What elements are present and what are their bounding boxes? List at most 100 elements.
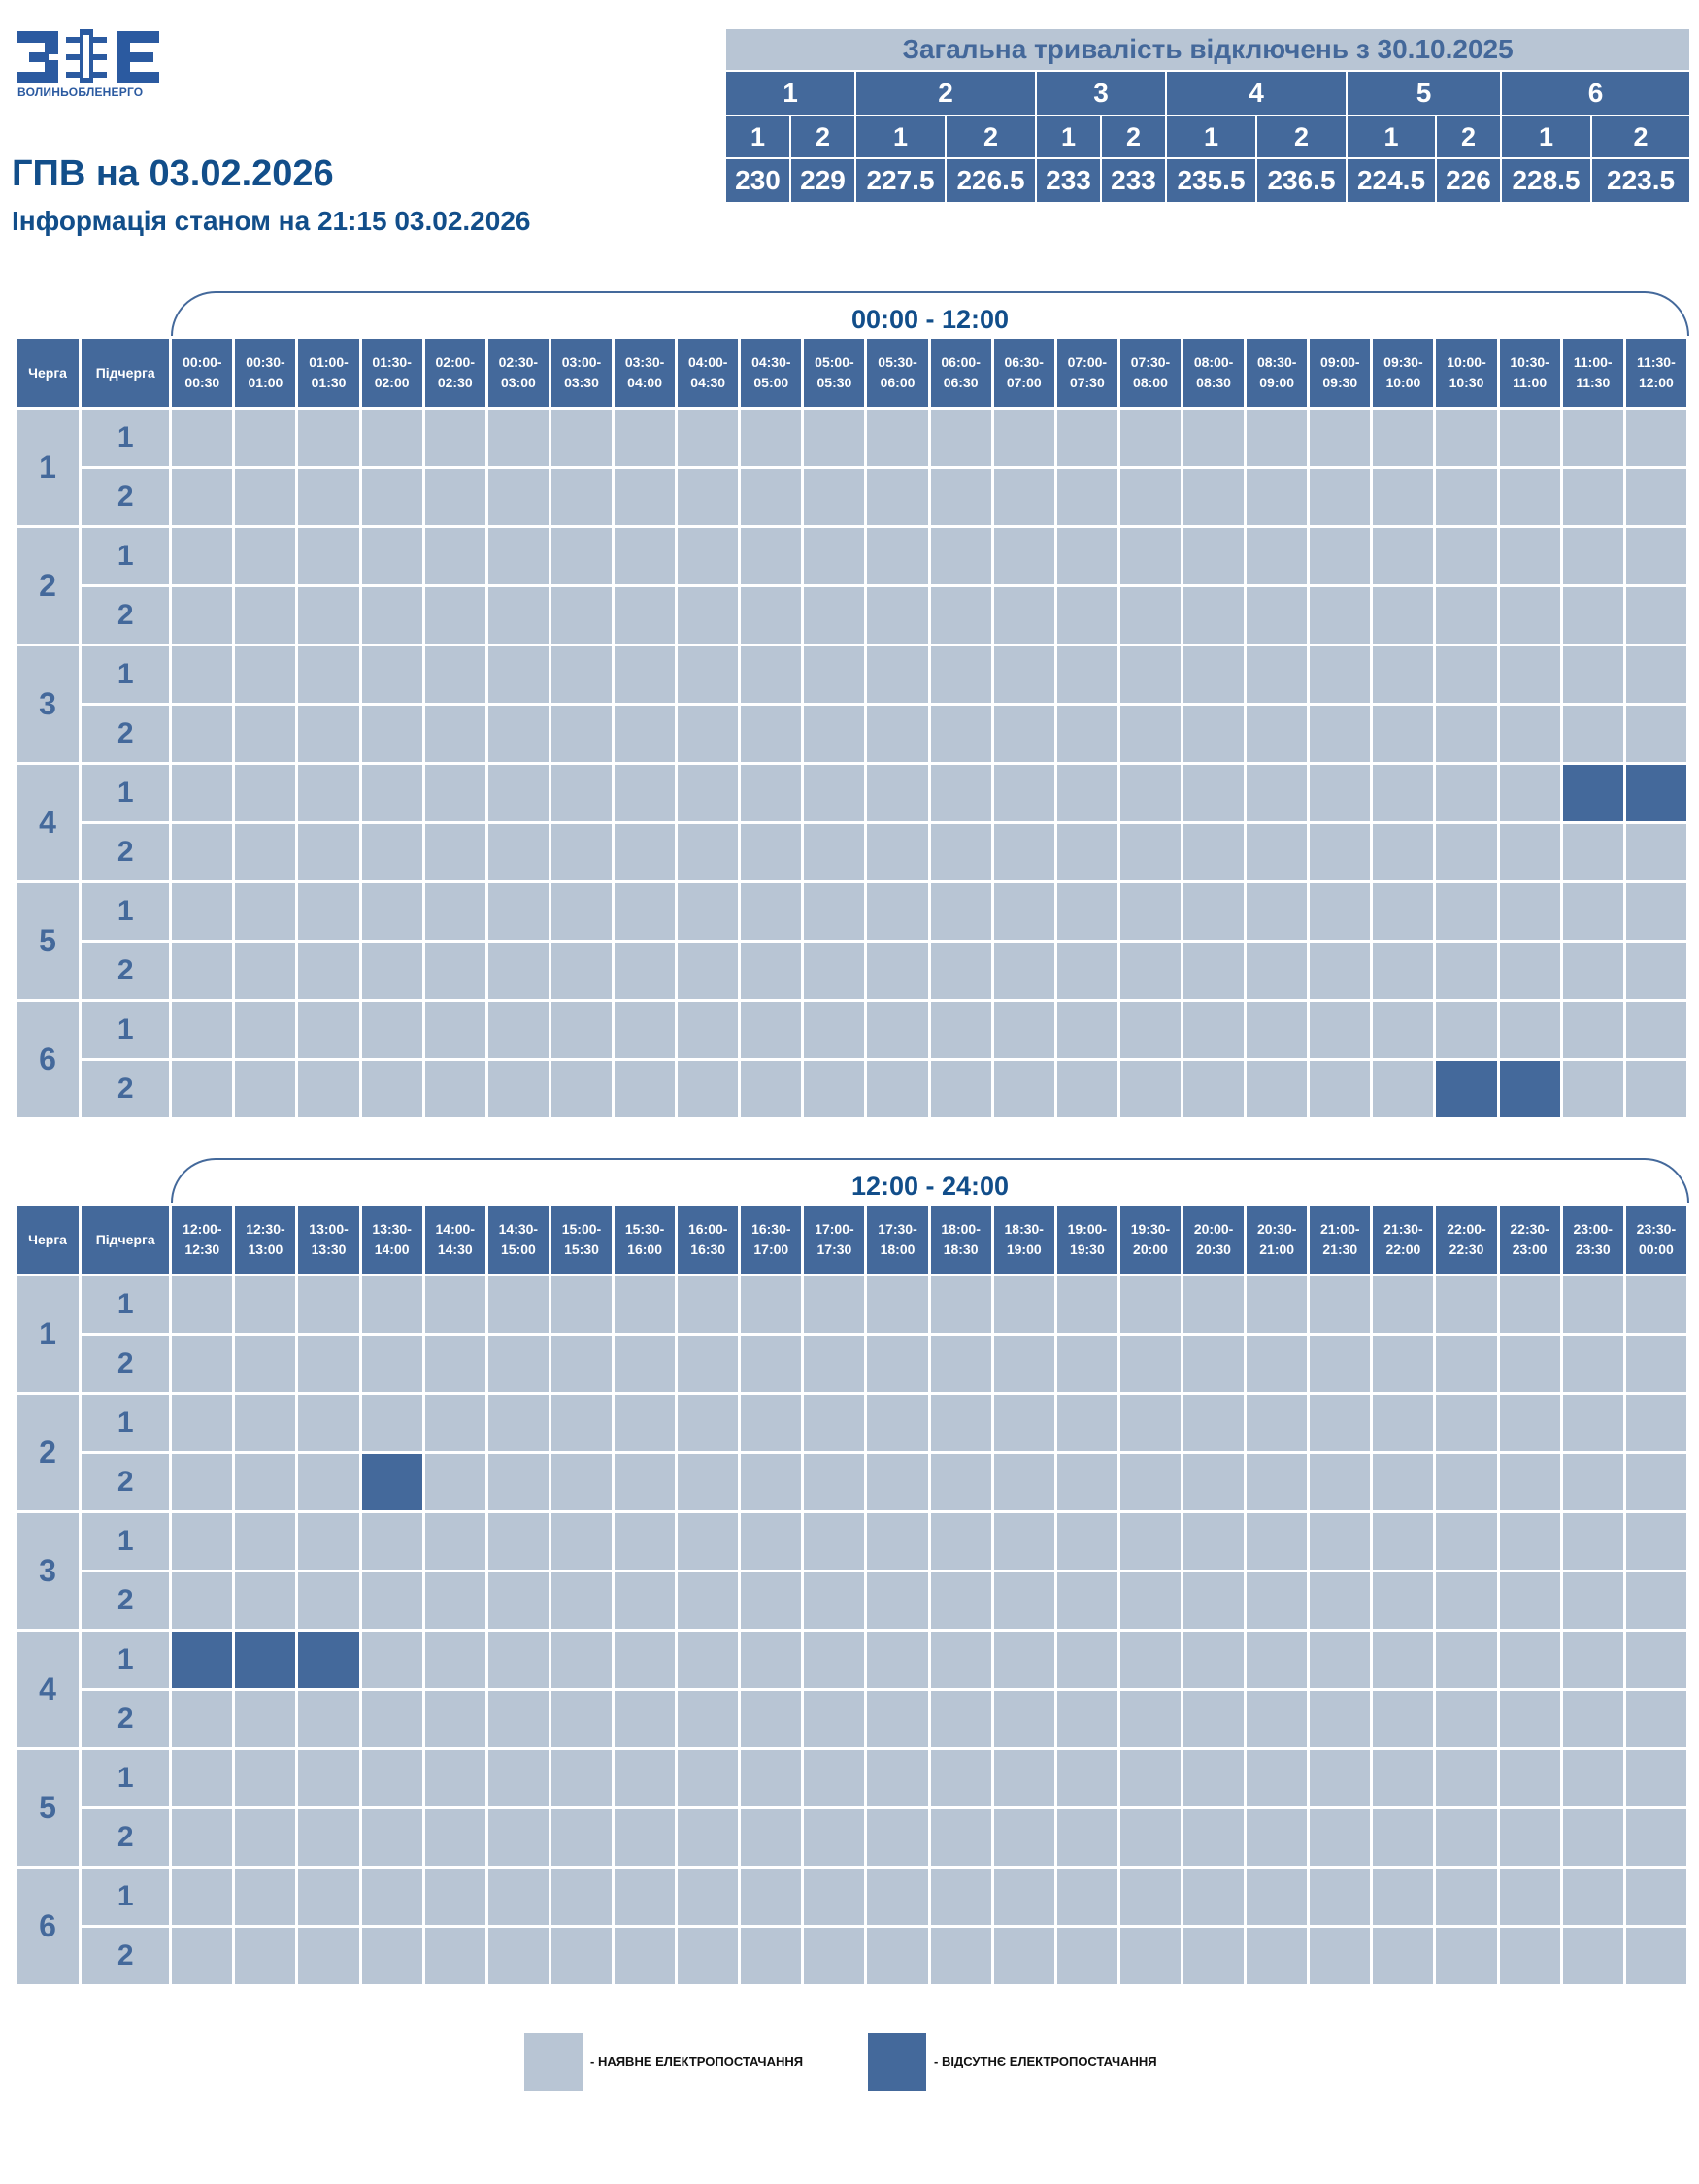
slot-cell-power-on [1244, 644, 1311, 706]
slot-cell-power-on [990, 999, 1057, 1061]
slot-cell-power-on [421, 821, 488, 883]
slot-cell-power-on [169, 1688, 236, 1750]
slot-cell-power-on [1181, 525, 1248, 587]
slot-cell-power-on [295, 1570, 362, 1632]
slot-cell-power-on [675, 940, 742, 1002]
slot-cell-power-on [232, 703, 299, 765]
slot-cell-power-on [1370, 644, 1437, 706]
slot-cell-power-on [927, 1510, 994, 1572]
slot-cell-power-on [1559, 999, 1626, 1061]
slot-cell-power-on [169, 1570, 236, 1632]
summary-value: 235.5 [1165, 157, 1257, 204]
slot-cell-power-on [1433, 525, 1500, 587]
slot-cell-power-on [169, 644, 236, 706]
slot-cell-power-on [927, 1925, 994, 1987]
legend-swatch-power-off [868, 2033, 926, 2091]
queue-cell: 1 [13, 407, 83, 528]
slot-cell-power-on [295, 525, 362, 587]
slot-cell-power-on [1496, 1451, 1563, 1513]
slot-cell-power-on [1559, 1806, 1626, 1869]
summary-subqueue: 2 [1435, 115, 1502, 159]
slot-cell-power-on [927, 999, 994, 1061]
slot-cell-power-on [1307, 407, 1374, 469]
slot-cell-power-off [295, 1629, 362, 1691]
slot-cell-power-on [1433, 466, 1500, 528]
subqueue-cell: 2 [79, 1451, 173, 1513]
time-slot-header: 20:30- 21:00 [1244, 1203, 1311, 1276]
slot-cell-power-on [612, 821, 679, 883]
slot-cell-power-on [295, 1274, 362, 1336]
slot-cell-power-on [675, 1570, 742, 1632]
time-slot-header: 06:30- 07:00 [990, 336, 1057, 410]
slot-cell-power-on [484, 1629, 551, 1691]
slot-cell-power-on [1559, 525, 1626, 587]
slot-cell-power-on [1370, 1688, 1437, 1750]
slot-cell-power-on [801, 584, 868, 646]
slot-cell-power-on [295, 1747, 362, 1809]
slot-cell-power-on [1496, 1688, 1563, 1750]
slot-cell-power-off [358, 1451, 425, 1513]
slot-cell-power-on [1244, 703, 1311, 765]
slot-cell-power-on [358, 1392, 425, 1454]
slot-cell-power-on [1433, 762, 1500, 824]
slot-cell-power-on [738, 1688, 805, 1750]
slot-cell-power-on [1496, 1510, 1563, 1572]
slot-cell-power-on [548, 1629, 616, 1691]
summary-value: 233 [1100, 157, 1167, 204]
slot-cell-power-on [1370, 821, 1437, 883]
slot-cell-power-on [1559, 407, 1626, 469]
time-slot-header: 09:30- 10:00 [1370, 336, 1437, 410]
logo-icon [17, 29, 159, 83]
slot-cell-power-on [927, 1392, 994, 1454]
slot-cell-power-on [232, 1747, 299, 1809]
time-slot-header: 12:00- 12:30 [169, 1203, 236, 1276]
slot-cell-power-on [927, 703, 994, 765]
slot-cell-power-on [548, 1510, 616, 1572]
subqueue-cell: 1 [79, 1274, 173, 1336]
summary-queue: 4 [1165, 70, 1348, 116]
slot-cell-power-on [421, 1629, 488, 1691]
slot-cell-power-on [864, 1629, 931, 1691]
slot-cell-power-on [295, 644, 362, 706]
slot-cell-power-on [1181, 880, 1248, 943]
slot-cell-power-on [1244, 407, 1311, 469]
slot-cell-power-on [864, 466, 931, 528]
slot-cell-power-on [1307, 1925, 1374, 1987]
slot-cell-power-on [548, 466, 616, 528]
summary-subqueue: 2 [1255, 115, 1348, 159]
subqueue-cell: 2 [79, 1570, 173, 1632]
table-row: 2 [16, 703, 1690, 765]
slot-cell-power-on [864, 1747, 931, 1809]
slot-cell-power-on [1053, 999, 1120, 1061]
slot-cell-power-on [484, 525, 551, 587]
slot-cell-power-on [484, 1333, 551, 1395]
slot-cell-power-on [484, 1747, 551, 1809]
slot-cell-power-on [1307, 1333, 1374, 1395]
slot-cell-power-on [1559, 1570, 1626, 1632]
slot-cell-power-on [612, 1747, 679, 1809]
slot-cell-power-on [1116, 762, 1184, 824]
slot-cell-power-on [484, 880, 551, 943]
time-slot-header: 09:00- 09:30 [1307, 336, 1374, 410]
slot-cell-power-on [675, 1806, 742, 1869]
slot-cell-power-on [738, 1925, 805, 1987]
subqueue-cell: 2 [79, 1925, 173, 1987]
slot-cell-power-on [1053, 1629, 1120, 1691]
table-row: 2 [16, 1333, 1690, 1395]
table-row: 2 [16, 821, 1690, 883]
slot-cell-power-on [232, 1688, 299, 1750]
summary-value: 230 [724, 157, 791, 204]
slot-cell-power-on [990, 1274, 1057, 1336]
slot-cell-power-on [548, 940, 616, 1002]
slot-cell-power-on [1307, 880, 1374, 943]
slot-cell-power-on [1244, 1510, 1311, 1572]
slot-cell-power-on [169, 1747, 236, 1809]
summary-value: 226.5 [945, 157, 1037, 204]
slot-cell-power-on [1053, 1392, 1120, 1454]
slot-cell-power-on [675, 703, 742, 765]
time-slot-header: 23:30- 00:00 [1622, 1203, 1690, 1276]
slot-cell-power-on [1433, 703, 1500, 765]
slot-cell-power-on [927, 1806, 994, 1869]
